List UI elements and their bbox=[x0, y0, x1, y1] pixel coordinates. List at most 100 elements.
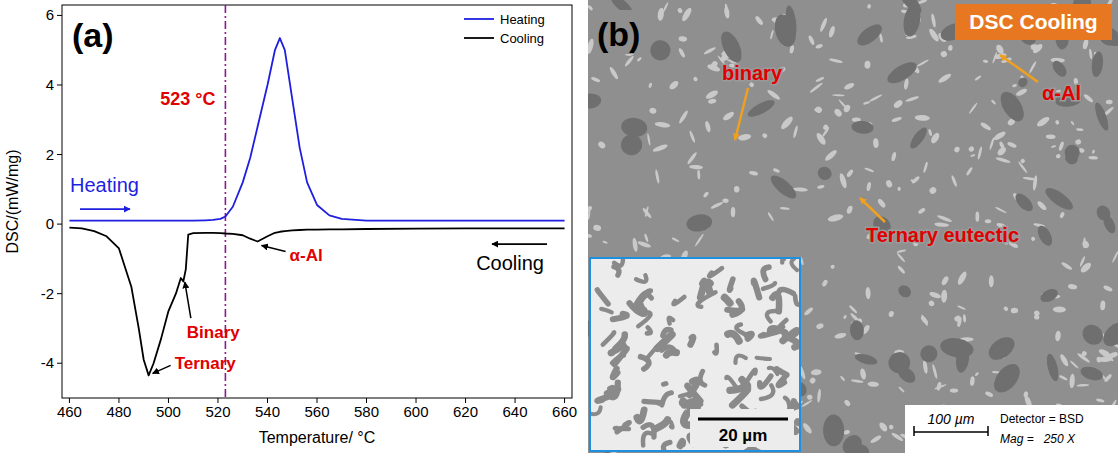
texture bbox=[803, 306, 814, 316]
texture bbox=[648, 82, 653, 88]
x-tick-label: 460 bbox=[57, 403, 82, 420]
texture bbox=[647, 133, 651, 146]
texture bbox=[1055, 153, 1061, 158]
plot-frame bbox=[62, 5, 572, 398]
texture bbox=[948, 45, 953, 51]
texture bbox=[795, 296, 799, 305]
texture bbox=[608, 66, 619, 80]
texture bbox=[671, 422, 673, 427]
texture bbox=[917, 207, 926, 215]
texture bbox=[1007, 141, 1018, 149]
texture bbox=[1082, 39, 1089, 50]
texture bbox=[816, 165, 834, 182]
texture bbox=[700, 371, 705, 385]
texture bbox=[663, 329, 671, 335]
texture bbox=[859, 368, 867, 380]
texture bbox=[643, 433, 653, 446]
texture bbox=[1011, 308, 1018, 314]
texture bbox=[722, 198, 728, 203]
texture bbox=[896, 249, 906, 254]
texture bbox=[891, 152, 897, 162]
y-tick bbox=[57, 154, 62, 155]
texture bbox=[996, 146, 1008, 157]
texture bbox=[743, 370, 756, 388]
texture bbox=[588, 93, 602, 110]
scale-bar bbox=[914, 431, 988, 433]
texture bbox=[896, 252, 906, 263]
texture bbox=[1094, 203, 1113, 223]
texture bbox=[989, 275, 994, 287]
texture bbox=[1059, 353, 1070, 367]
label-ground bbox=[594, 10, 650, 54]
texture bbox=[1076, 384, 1089, 387]
texture bbox=[1053, 306, 1066, 312]
texture bbox=[616, 335, 625, 349]
texture bbox=[1098, 348, 1112, 359]
texture bbox=[968, 145, 975, 152]
texture bbox=[927, 27, 940, 42]
texture bbox=[815, 43, 823, 49]
texture bbox=[868, 94, 882, 103]
texture bbox=[729, 279, 732, 290]
texture bbox=[732, 301, 741, 315]
texture bbox=[898, 386, 905, 393]
texture bbox=[991, 99, 997, 105]
texture bbox=[865, 287, 871, 299]
texture bbox=[1060, 261, 1073, 271]
texture bbox=[928, 300, 935, 307]
texture bbox=[725, 298, 730, 304]
scale-bar-end bbox=[913, 426, 915, 436]
texture bbox=[1044, 353, 1060, 383]
texture bbox=[754, 15, 764, 26]
magnification-label: Mag = 250 X bbox=[1000, 432, 1076, 446]
x-tick-label: 560 bbox=[304, 403, 329, 420]
scale-bar bbox=[698, 418, 788, 421]
scale-label: 100 µm bbox=[928, 411, 975, 427]
info-box bbox=[905, 405, 1118, 453]
texture bbox=[888, 351, 911, 374]
texture bbox=[869, 434, 882, 444]
texture bbox=[1016, 76, 1029, 89]
texture bbox=[648, 38, 672, 62]
annotation-label: Binary bbox=[187, 323, 240, 342]
texture bbox=[728, 334, 739, 341]
texture bbox=[649, 107, 657, 114]
texture bbox=[710, 60, 719, 70]
texture bbox=[974, 75, 982, 82]
texture bbox=[891, 116, 902, 123]
texture bbox=[646, 345, 660, 359]
texture bbox=[760, 332, 777, 336]
texture bbox=[1012, 84, 1017, 88]
annotation-label: binary bbox=[722, 62, 783, 84]
texture bbox=[1042, 184, 1076, 213]
panel-label: (a) bbox=[72, 16, 114, 54]
texture bbox=[1065, 145, 1080, 161]
texture bbox=[928, 186, 937, 195]
texture bbox=[830, 264, 835, 269]
texture bbox=[970, 154, 976, 157]
direction-label: Heating bbox=[70, 174, 139, 196]
texture bbox=[1070, 121, 1075, 126]
texture bbox=[1015, 87, 1028, 97]
texture bbox=[588, 4, 594, 11]
texture bbox=[632, 237, 639, 252]
texture bbox=[969, 376, 975, 386]
texture bbox=[738, 133, 752, 141]
texture bbox=[1096, 398, 1105, 403]
texture bbox=[662, 347, 676, 353]
texture bbox=[682, 400, 696, 404]
texture bbox=[684, 413, 691, 425]
texture bbox=[717, 28, 746, 65]
texture bbox=[735, 355, 745, 363]
texture bbox=[824, 148, 839, 162]
texture bbox=[731, 207, 736, 217]
texture bbox=[1111, 251, 1118, 264]
texture bbox=[707, 282, 710, 292]
texture bbox=[819, 17, 829, 32]
direction-arrow bbox=[492, 243, 547, 245]
figure: 460480500520540560580600620640660-4-2024… bbox=[0, 0, 1118, 453]
texture bbox=[1083, 93, 1095, 104]
texture bbox=[895, 0, 924, 17]
texture bbox=[985, 219, 992, 224]
panel-label: (b) bbox=[597, 15, 640, 53]
